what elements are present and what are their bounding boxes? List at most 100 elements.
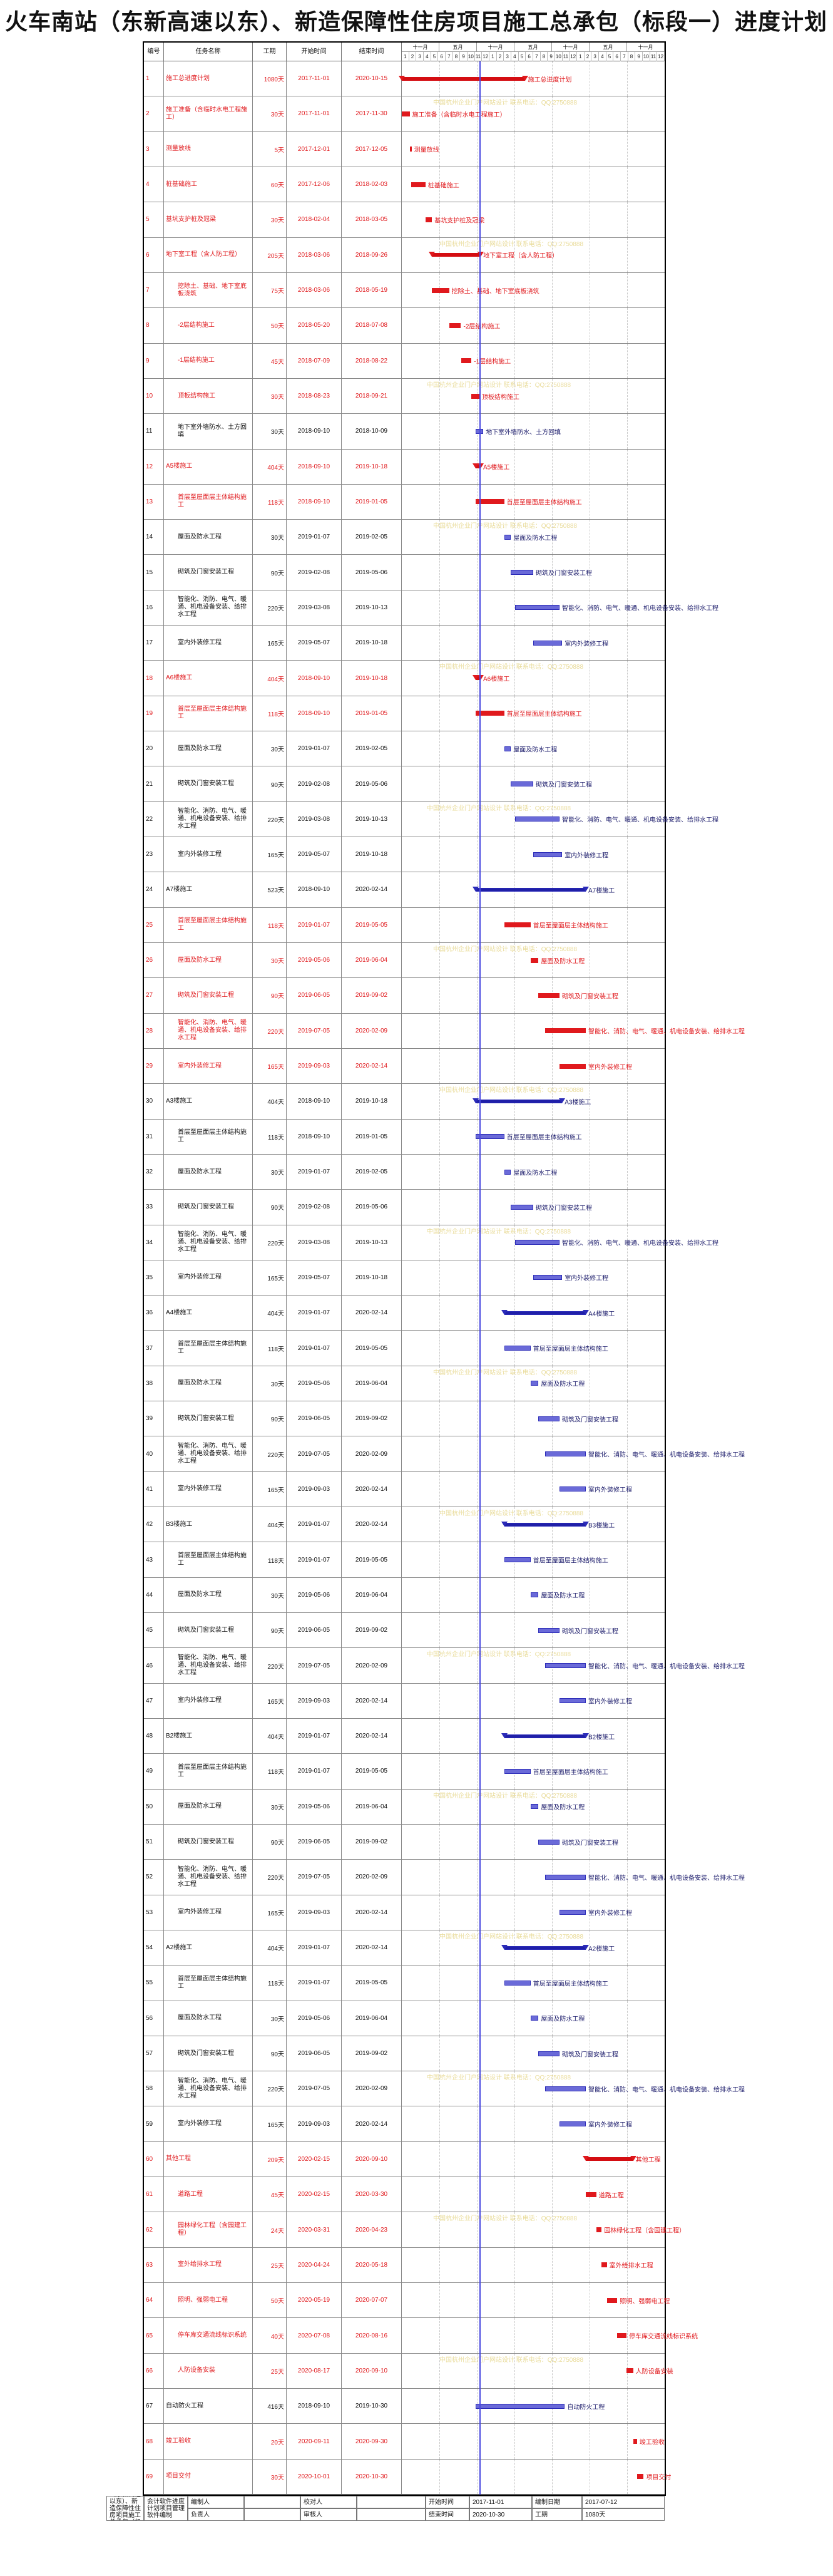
task-bar[interactable]: [544, 1028, 586, 1034]
task-bar[interactable]: [560, 1698, 586, 1704]
task-row[interactable]: 56 屋面及防水工程 30天 2019-05-06 2019-06-04 屋面及防水工程: [144, 2001, 665, 2036]
task-bar[interactable]: [425, 217, 432, 222]
task-row[interactable]: 13 首层至屋面层主体结构施工 118天 2018-09-10 2019-01-05 首层…: [144, 484, 665, 520]
task-bar[interactable]: [471, 393, 479, 399]
task-bar[interactable]: [504, 1768, 531, 1774]
task-bar[interactable]: [533, 852, 563, 857]
summary-bar[interactable]: [475, 887, 586, 892]
task-row[interactable]: 46 智能化、消防、电气、暖通、机电设备安装、给排水工程 220天 2019-07-0…: [144, 1648, 745, 1684]
task-row[interactable]: 33 砌筑及门窗安装工程 90天 2019-02-08 2019-05-06 砌筑及门窗安…: [144, 1190, 665, 1225]
task-bar[interactable]: [504, 1557, 531, 1563]
task-bar[interactable]: [544, 1663, 586, 1668]
summary-bar[interactable]: [475, 1099, 563, 1103]
task-row[interactable]: 27 砌筑及门窗安装工程 90天 2019-06-05 2019-09-02 砌筑及门窗安…: [144, 978, 665, 1014]
task-bar[interactable]: [514, 605, 560, 611]
summary-bar[interactable]: [432, 253, 481, 257]
task-bar[interactable]: [560, 2121, 586, 2127]
task-bar[interactable]: [504, 1980, 531, 1986]
task-bar[interactable]: [538, 2051, 560, 2056]
task-bar[interactable]: [530, 1804, 539, 1810]
task-row[interactable]: 57 砌筑及门窗安装工程 90天 2019-06-05 2019-09-02 砌筑及门窗安…: [144, 2036, 665, 2072]
task-row[interactable]: 37 首层至屋面层主体结构施工 118天 2019-01-07 2019-05-05 首层…: [144, 1331, 665, 1366]
task-row[interactable]: 24 A7楼施工 523天 2018-09-10 2020-02-14 A7楼施工: [144, 872, 665, 908]
task-row[interactable]: 16 智能化、消防、电气、暖通、机电设备安装、给排水工程 220天 2019-03-0…: [144, 590, 718, 626]
task-bar[interactable]: [504, 746, 511, 751]
task-row[interactable]: 69 项目交付 30天 2020-10-01 2020-10-30 项目交付: [144, 2459, 671, 2495]
task-bar[interactable]: [538, 1416, 560, 1421]
task-row[interactable]: 31 首层至屋面层主体结构施工 118天 2018-09-10 2019-01-05 首层…: [144, 1119, 665, 1155]
task-row[interactable]: 62 园林绿化工程（含园建工程） 24天 2020-03-31 2020-04-23 园林…: [144, 2212, 685, 2248]
task-row[interactable]: 48 B2楼施工 404天 2019-01-07 2020-02-14 B2楼施工: [144, 1718, 665, 1754]
task-row[interactable]: 29 室内外装修工程 165天 2019-09-03 2020-02-14 室内外装修工程: [144, 1048, 665, 1084]
task-row[interactable]: 12 A5楼施工 404天 2018-09-10 2019-10-18 A5楼施工: [144, 449, 665, 485]
task-row[interactable]: 61 道路工程 45天 2020-02-15 2020-03-30 道路工程: [144, 2177, 665, 2213]
task-bar[interactable]: [601, 2262, 607, 2268]
task-bar[interactable]: [504, 534, 511, 540]
task-row[interactable]: 55 首层至屋面层主体结构施工 118天 2019-01-07 2019-05-05 首层…: [144, 1965, 665, 2001]
task-row[interactable]: 23 室内外装修工程 165天 2019-05-07 2019-10-18 室内外装修工程: [144, 837, 665, 873]
task-row[interactable]: 1 施工总进度计划 1080天 2017-11-01 2020-10-15 施工总进度计划: [144, 61, 665, 97]
task-bar[interactable]: [633, 2439, 637, 2445]
task-row[interactable]: 28 智能化、消防、电气、暖通、机电设备安装、给排水工程 220天 2019-07-0…: [144, 1013, 745, 1049]
task-row[interactable]: 9 -1层结构施工 45天 2018-07-09 2018-08-22 -1层结构施工: [144, 343, 665, 379]
task-bar[interactable]: [617, 2333, 627, 2339]
task-row[interactable]: 53 室内外装修工程 165天 2019-09-03 2020-02-14 室内外装修工程: [144, 1895, 665, 1930]
task-row[interactable]: 67 自动防火工程 416天 2018-09-10 2019-10-30 自动防火工程: [144, 2389, 665, 2424]
task-row[interactable]: 10 顶板结构施工 30天 2018-08-23 2018-09-21 顶板结构施工: [144, 378, 665, 415]
task-bar[interactable]: [475, 2403, 565, 2409]
task-row[interactable]: 52 智能化、消防、电气、暖通、机电设备安装、给排水工程 220天 2019-07-0…: [144, 1860, 745, 1895]
summary-bar[interactable]: [504, 1734, 586, 1738]
task-row[interactable]: 4 桩基础施工 60天 2017-12-06 2018-02-03 桩基础施工: [144, 167, 665, 203]
task-row[interactable]: 30 A3楼施工 404天 2018-09-10 2019-10-18 A3楼施工: [144, 1084, 665, 1120]
summary-bar[interactable]: [402, 76, 526, 81]
task-row[interactable]: 32 屋面及防水工程 30天 2019-01-07 2019-02-05 屋面及防水工程: [144, 1154, 665, 1190]
task-row[interactable]: 41 室内外装修工程 165天 2019-09-03 2020-02-14 室内外装修工程: [144, 1471, 665, 1508]
task-bar[interactable]: [530, 1381, 539, 1386]
task-bar[interactable]: [449, 322, 461, 328]
task-bar[interactable]: [475, 711, 504, 716]
task-bar[interactable]: [504, 922, 531, 928]
task-row[interactable]: 3 测量放线 5天 2017-12-01 2017-12-05 测量放线: [144, 131, 665, 167]
task-row[interactable]: 65 停车库交通流线标识系统 40天 2020-07-08 2020-08-16 停车库交…: [144, 2318, 698, 2354]
task-bar[interactable]: [530, 1592, 539, 1598]
task-row[interactable]: 34 智能化、消防、电气、暖通、机电设备安装、给排水工程 220天 2019-03-0…: [144, 1225, 718, 1260]
summary-bar[interactable]: [504, 1311, 586, 1315]
task-bar[interactable]: [504, 1169, 511, 1175]
task-bar[interactable]: [475, 1134, 504, 1140]
task-row[interactable]: 64 照明、强弱电工程 50天 2020-05-19 2020-07-07 照明、强弱电工…: [144, 2283, 670, 2319]
task-bar[interactable]: [560, 1486, 586, 1492]
task-bar[interactable]: [530, 957, 539, 963]
task-row[interactable]: 35 室内外装修工程 165天 2019-05-07 2019-10-18 室内外装修工程: [144, 1260, 665, 1296]
task-row[interactable]: 63 室外给排水工程 25天 2020-04-24 2020-05-18 室外给排水工程: [144, 2247, 665, 2284]
task-bar[interactable]: [636, 2474, 644, 2480]
task-row[interactable]: 59 室内外装修工程 165天 2019-09-03 2020-02-14 室内外装修工程: [144, 2106, 665, 2142]
task-row[interactable]: 22 智能化、消防、电气、暖通、机电设备安装、给排水工程 220天 2019-03-0…: [144, 801, 718, 837]
task-row[interactable]: 60 其他工程 209天 2020-02-15 2020-09-10 其他工程: [144, 2141, 665, 2178]
task-bar[interactable]: [514, 1240, 560, 1245]
summary-bar[interactable]: [504, 1522, 586, 1527]
task-bar[interactable]: [538, 1839, 560, 1845]
task-row[interactable]: 19 首层至屋面层主体结构施工 118天 2018-09-10 2019-01-05 首层…: [144, 696, 665, 732]
task-row[interactable]: 11 地下室外墙防水、土方回填 30天 2018-09-10 2018-10-09 地下室…: [144, 414, 665, 450]
task-row[interactable]: 5 基坑支护桩及冠梁 30天 2018-02-04 2018-03-05 基坑支护桩及冠梁: [144, 202, 665, 238]
task-bar[interactable]: [475, 499, 504, 505]
task-row[interactable]: 42 B3楼施工 404天 2019-01-07 2020-02-14 B3楼施工: [144, 1507, 665, 1543]
task-bar[interactable]: [560, 1910, 586, 1915]
task-row[interactable]: 47 室内外装修工程 165天 2019-09-03 2020-02-14 室内外装修工程: [144, 1683, 665, 1719]
task-bar[interactable]: [402, 111, 410, 116]
task-bar[interactable]: [544, 2086, 586, 2091]
task-row[interactable]: 6 地下室工程（含人防工程） 205天 2018-03-06 2018-09-26 地下室…: [144, 237, 665, 273]
task-bar[interactable]: [514, 817, 560, 822]
task-row[interactable]: 54 A2楼施工 404天 2019-01-07 2020-02-14 A2楼施工: [144, 1930, 665, 1966]
task-row[interactable]: 8 -2层结构施工 50天 2018-05-20 2018-07-08 -2层结构施工: [144, 308, 665, 344]
task-row[interactable]: 38 屋面及防水工程 30天 2019-05-06 2019-06-04 屋面及防水工程: [144, 1366, 665, 1402]
summary-bar[interactable]: [504, 1945, 586, 1950]
task-bar[interactable]: [544, 1451, 586, 1457]
task-bar[interactable]: [504, 1346, 531, 1351]
task-row[interactable]: 18 A6楼施工 404天 2018-09-10 2019-10-18 A6楼施工: [144, 661, 665, 696]
task-row[interactable]: 58 智能化、消防、电气、暖通、机电设备安装、给排水工程 220天 2019-07-0…: [144, 2071, 745, 2107]
task-row[interactable]: 2 施工准备（含临时水电工程施工） 30天 2017-11-01 2017-11-30 施…: [144, 96, 665, 132]
task-bar[interactable]: [511, 781, 533, 787]
task-bar[interactable]: [538, 992, 560, 998]
task-row[interactable]: 26 屋面及防水工程 30天 2019-05-06 2019-06-04 屋面及防水工程: [144, 942, 665, 979]
